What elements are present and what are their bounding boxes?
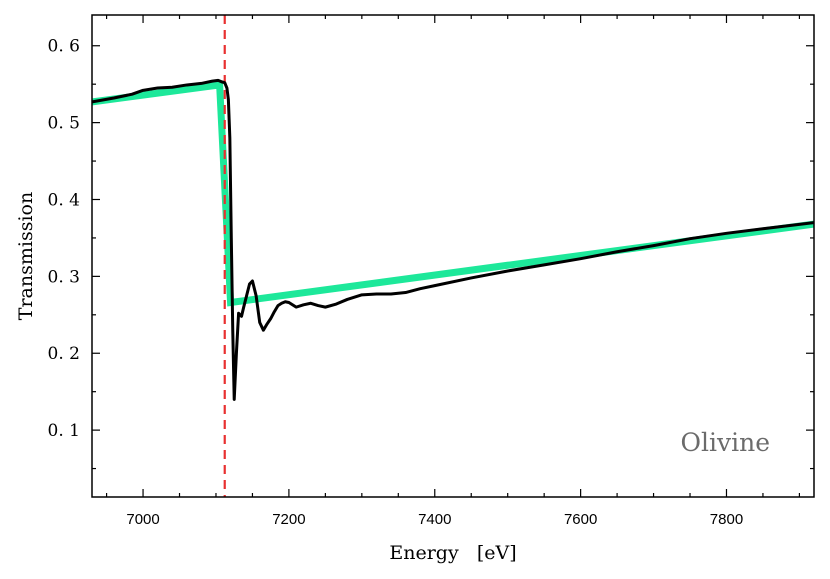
measured-series-line — [92, 78, 814, 401]
x-tick-label: 7000 — [126, 511, 159, 528]
x-axis-label: Energy [eV] — [389, 542, 516, 564]
x-tick-label: 7800 — [710, 511, 743, 528]
y-tick-label: 0. 4 — [48, 190, 80, 210]
y-tick-label: 0. 3 — [48, 267, 80, 287]
x-tick-label: 7600 — [564, 511, 597, 528]
x-tick-label: 7200 — [272, 511, 305, 528]
y-tick-label: 0. 2 — [48, 344, 80, 364]
model-series-line — [92, 80, 814, 307]
plot-frame — [91, 14, 815, 498]
x-tick-label: 7400 — [418, 511, 451, 528]
y-tick-label: 0. 1 — [48, 421, 80, 441]
y-tick-label: 0. 6 — [48, 37, 80, 57]
y-tick-label: 0. 5 — [48, 114, 80, 134]
olivine-annotation: Olivine — [680, 428, 770, 457]
plot-area — [92, 15, 814, 497]
tick-labels: 7000 7200 7400 7600 7800 0. 1 0. 2 0. 3 0. 4 0. 5… — [48, 37, 744, 528]
y-axis-label: Transmission — [15, 192, 37, 320]
